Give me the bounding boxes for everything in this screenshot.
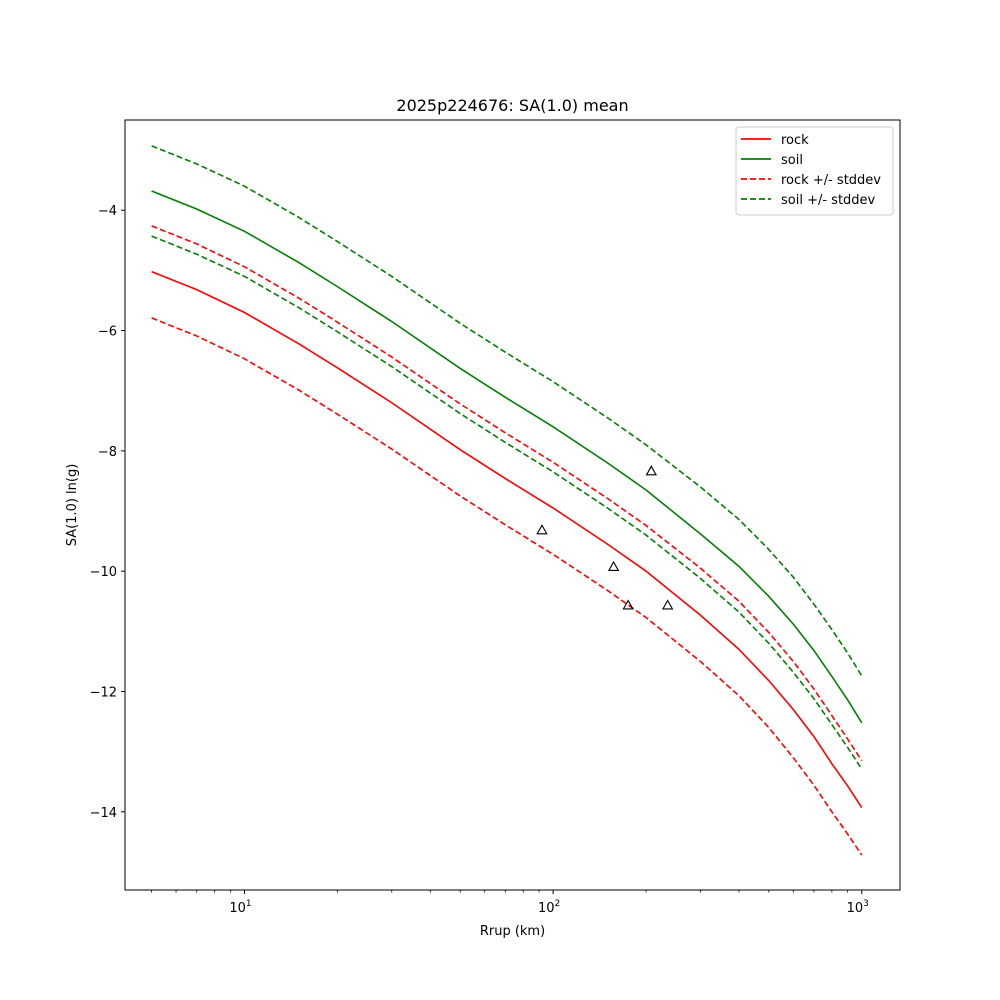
observation-point-2 bbox=[622, 599, 634, 610]
legend-label-3: soil +/- stddev bbox=[781, 193, 876, 208]
series-line-1 bbox=[151, 190, 863, 724]
series-line-2 bbox=[151, 225, 863, 762]
y-tick-label-4: −6 bbox=[98, 325, 117, 340]
legend-label-0: rock bbox=[781, 133, 809, 148]
y-tick-label-5: −4 bbox=[98, 204, 117, 219]
plot-area bbox=[151, 145, 863, 856]
x-tick-label-1: 102 bbox=[538, 899, 560, 916]
plot-frame bbox=[124, 119, 901, 891]
series-line-5 bbox=[151, 235, 863, 770]
observation-point-0 bbox=[536, 524, 548, 535]
observation-point-1 bbox=[607, 560, 620, 572]
y-tick-label-2: −10 bbox=[90, 565, 117, 580]
legend-box bbox=[735, 126, 894, 216]
series-line-4 bbox=[151, 145, 863, 677]
x-axis-label: Rrup (km) bbox=[480, 924, 545, 939]
observation-point-4 bbox=[661, 599, 674, 610]
legend-label-2: rock +/- stddev bbox=[781, 173, 881, 188]
chart-title: 2025p224676: SA(1.0) mean bbox=[396, 96, 628, 115]
observation-point-3 bbox=[645, 465, 657, 476]
y-tick-label-0: −14 bbox=[90, 806, 117, 821]
series-line-0 bbox=[151, 270, 863, 809]
series-line-3 bbox=[151, 317, 863, 856]
y-axis-label: SA(1.0) ln(g) bbox=[65, 464, 80, 547]
legend: rock soil rock +/- stddev soil +/- stddev bbox=[735, 126, 894, 216]
legend-label-1: soil bbox=[781, 153, 803, 168]
axes: −14 −12 −10 −8 −6 −4 101 102 103 bbox=[90, 204, 869, 916]
y-tick-label-1: −12 bbox=[90, 685, 117, 700]
x-tick-label-2: 103 bbox=[847, 899, 869, 916]
x-tick-label-0: 101 bbox=[229, 899, 251, 916]
y-tick-label-3: −8 bbox=[98, 445, 117, 460]
